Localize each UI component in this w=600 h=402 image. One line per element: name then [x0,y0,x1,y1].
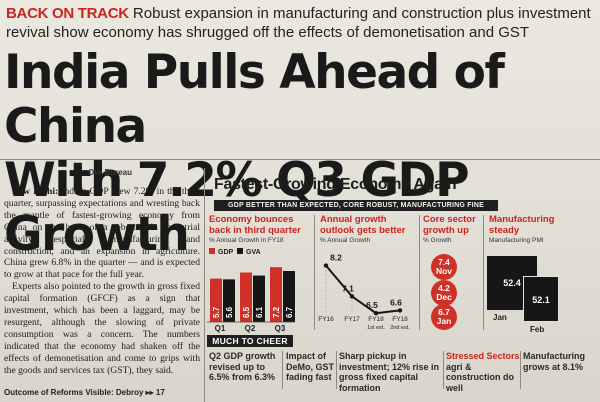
bar-gva-q2 [253,275,265,322]
kicker-tag: BACK ON TRACK [6,5,129,22]
cheer-item-4-highlight: Stressed Sectors [446,351,520,361]
cheer-divider-4 [520,351,521,389]
cheer-divider-1 [282,351,283,389]
cheer-label: MUCH TO CHEER [207,335,293,347]
article-body: New Delhi: India's GDP grew 7.2% in the … [4,186,200,377]
line-x-tick-2: FY18 [368,316,384,323]
core-bubble-dec-month: Dec [436,292,452,302]
headline-line-2: With 7.2% Q3 GDP Growth [4,153,470,262]
panel1-title-line2: back in third quarter [209,224,301,236]
panel4-note: Manufacturing PMI [489,237,544,244]
x-tick-q1: Q1 [215,324,226,333]
panel1-title-line1: Economy bounces [209,214,294,225]
core-bubble-dec: 4.2 Dec [431,280,457,306]
pmi-value-feb: 52.1 [532,295,550,305]
line-chart: 8.2 7.1 6.5 6.6 FY16 FY17 FY18 1st est. FY18 2nd … [318,253,410,331]
core-bubble-dec-value: 4.2 [438,282,450,293]
bar-label-gdp-q1: 5.7 [212,306,221,318]
line-label-2: 6.5 [366,300,378,310]
line-x-subtick-2: 1st est. [367,325,385,331]
kicker: BACK ON TRACK Robust expansion in manufa… [6,4,596,42]
panel3-title-line2: growth up [423,224,469,236]
headline-rule [0,159,600,160]
column-divider [204,168,205,402]
bar-label-gdp-q2: 6.5 [242,306,251,318]
paragraph-1-text: India's GDP grew 7.2% in the third quart… [4,186,201,281]
core-bubble-jan: 6.7 Jan [431,304,457,330]
panel3-note: % Growth [423,237,452,244]
bar-label-gva-q2: 6.1 [255,306,264,318]
pmi-value-jan: 52.4 [503,278,521,288]
legend-swatch-gva [237,248,243,254]
core-bubble-jan-value: 6.7 [438,306,450,317]
headline: India Pulls Ahead of China With 7.2% Q3 … [4,46,596,262]
infographic-subtitle: GDP BETTER THAN EXPECTED, CORE ROBUST, M… [214,200,498,211]
bar-label-gva-q1: 5.6 [225,306,234,318]
line-label-3: 6.6 [390,297,402,307]
bar-label-gva-q3: 6.7 [285,306,294,318]
x-tick-q2: Q2 [245,324,256,333]
cheer-item-5: Manufacturing grows at 8.1% [523,351,585,372]
pmi-box-feb: 52.1 [523,276,559,322]
core-bubble-nov-value: 7.4 [438,256,450,267]
bar-gdp-q1 [210,278,222,322]
paragraph-2: Experts also pointed to the growth in gr… [4,281,200,376]
line-point-3 [397,308,403,313]
legend-label-gdp: GDP [218,249,234,256]
panel-divider-2 [419,215,420,330]
footer-link[interactable]: Outcome of Reforms Visible: Debroy ▸▸ 17 [4,388,165,397]
panel1-note: % Annual Growth in FY18 [209,237,284,244]
line-label-1: 7.1 [342,283,354,293]
cheer-item-4-text: agri & construction do well [446,361,514,393]
panel2-title-line2: outlook gets better [320,224,406,236]
headline-line-1: India Pulls Ahead of China [4,45,505,154]
panel3-title: Core sector growth up [423,214,476,236]
panel4-title-line1: Manufacturing [489,214,555,225]
line-x-tick-3: FY18 [392,316,408,323]
cheer-item-1: Q2 GDP growth revised up to 6.5% from 6.… [209,351,276,383]
bar-gdp-q2 [240,272,252,322]
panel-divider-1 [314,215,315,330]
bar-gva-q3 [283,270,295,322]
bar-label-gdp-q3: 7.2 [272,306,281,318]
pmi-label-feb: Feb [530,325,545,334]
core-bubble-nov: 7.4 Nov [431,254,457,280]
cheer-item-4: Stressed Sectors agri & construction do … [446,351,520,393]
core-bubble-jan-month: Jan [436,316,452,326]
line-x-subtick-3: 2nd est. [390,325,410,331]
cheer-divider-2 [336,351,337,389]
growth-line [325,264,401,315]
cheer-divider-3 [443,351,444,389]
panel2-note: % Annual Growth [320,237,371,244]
line-x-tick-0: FY16 [318,316,334,323]
bar-gdp-q3 [270,267,282,322]
legend-label-gva: GVA [246,249,261,256]
panel3-title-line1: Core sector [423,214,476,225]
panel1-title: Economy bounces back in third quarter [209,214,301,236]
line-point-2 [373,311,379,316]
bar-chart: GDP GVA 5.7 5.6 Q1 6.5 6.1 Q2 7.2 6.7 Q3 [207,248,295,333]
cheer-item-2: Impact of DeMo, GST fading fast [286,351,335,383]
infographic-title: Fastest-Growing Economy Again [214,176,457,193]
line-label-0: 8.2 [330,253,342,263]
core-bubble-nov-month: Nov [435,266,453,276]
line-x-tick-1: FY17 [344,316,360,323]
legend-swatch-gdp [209,248,215,254]
panel2-title: Annual growth outlook gets better [320,214,406,236]
panel4-title: Manufacturing steady [489,214,555,236]
panel-divider-3 [483,215,484,330]
byline: Our Bureau [88,168,133,177]
bar-gva-q1 [223,279,235,322]
kicker-text: Robust expansion in manufacturing and co… [6,5,591,41]
panel2-title-line1: Annual growth [320,214,387,225]
pmi-label-jan: Jan [493,313,507,322]
dateline: New Delhi: [12,186,59,197]
line-point-1 [349,294,355,299]
panel4-title-line2: steady [489,224,520,236]
x-tick-q3: Q3 [275,324,286,333]
paragraph-1: New Delhi: India's GDP grew 7.2% in the … [4,186,200,281]
line-point-0 [323,263,329,268]
cheer-item-3: Sharp pickup in investment; 12% rise in … [339,351,440,393]
